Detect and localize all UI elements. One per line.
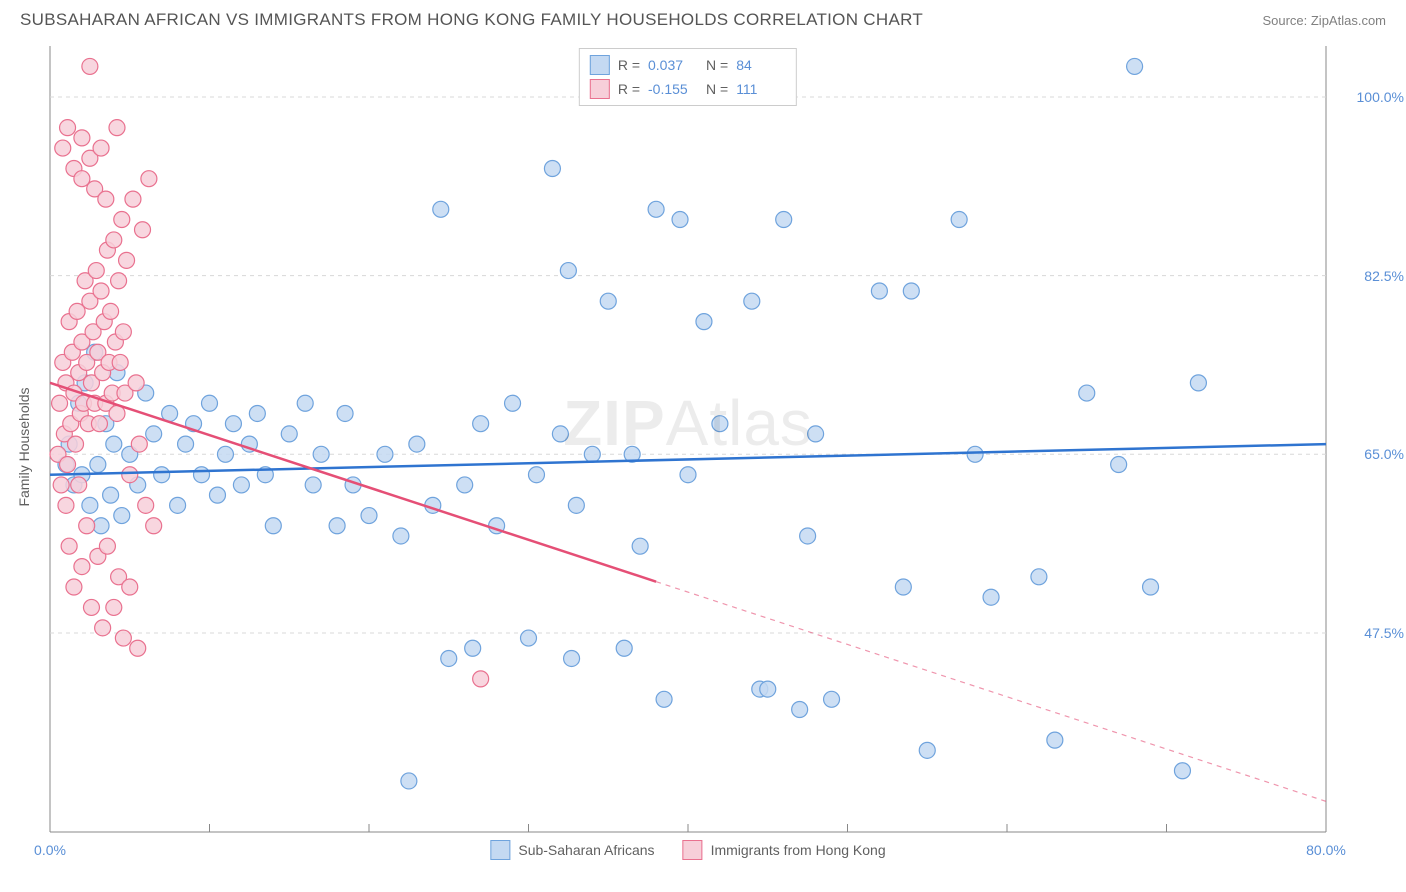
source-label: Source: ZipAtlas.com — [1262, 13, 1386, 28]
swatch-pink — [590, 79, 610, 99]
r-label: R = — [618, 57, 640, 73]
chart-title: SUBSAHARAN AFRICAN VS IMMIGRANTS FROM HO… — [20, 10, 923, 30]
y-tick-label: 47.5% — [1364, 625, 1404, 641]
legend-item-pink: Immigrants from Hong Kong — [683, 840, 886, 860]
x-tick-label: 0.0% — [34, 842, 66, 858]
swatch-blue — [490, 840, 510, 860]
series-legend: Sub-Saharan Africans Immigrants from Hon… — [490, 840, 885, 860]
swatch-blue — [590, 55, 610, 75]
n-label: N = — [706, 57, 728, 73]
n-value-blue: 84 — [736, 57, 786, 73]
r-label: R = — [618, 81, 640, 97]
n-label: N = — [706, 81, 728, 97]
scatter-plot — [48, 44, 1328, 834]
legend-label-pink: Immigrants from Hong Kong — [711, 842, 886, 858]
legend-row-pink: R = -0.155 N = 111 — [590, 77, 786, 101]
y-tick-label: 82.5% — [1364, 268, 1404, 284]
x-tick-label: 80.0% — [1306, 842, 1346, 858]
r-value-pink: -0.155 — [648, 81, 698, 97]
y-tick-label: 100.0% — [1357, 89, 1404, 105]
legend-label-blue: Sub-Saharan Africans — [518, 842, 654, 858]
n-value-pink: 111 — [736, 81, 786, 97]
legend-row-blue: R = 0.037 N = 84 — [590, 53, 786, 77]
y-tick-label: 65.0% — [1364, 446, 1404, 462]
r-value-blue: 0.037 — [648, 57, 698, 73]
legend-item-blue: Sub-Saharan Africans — [490, 840, 654, 860]
y-axis-label: Family Households — [16, 387, 32, 506]
correlation-legend: R = 0.037 N = 84 R = -0.155 N = 111 — [579, 48, 797, 106]
swatch-pink — [683, 840, 703, 860]
chart-container: Family Households ZIPAtlas R = 0.037 N =… — [48, 44, 1328, 834]
header: SUBSAHARAN AFRICAN VS IMMIGRANTS FROM HO… — [0, 0, 1406, 36]
